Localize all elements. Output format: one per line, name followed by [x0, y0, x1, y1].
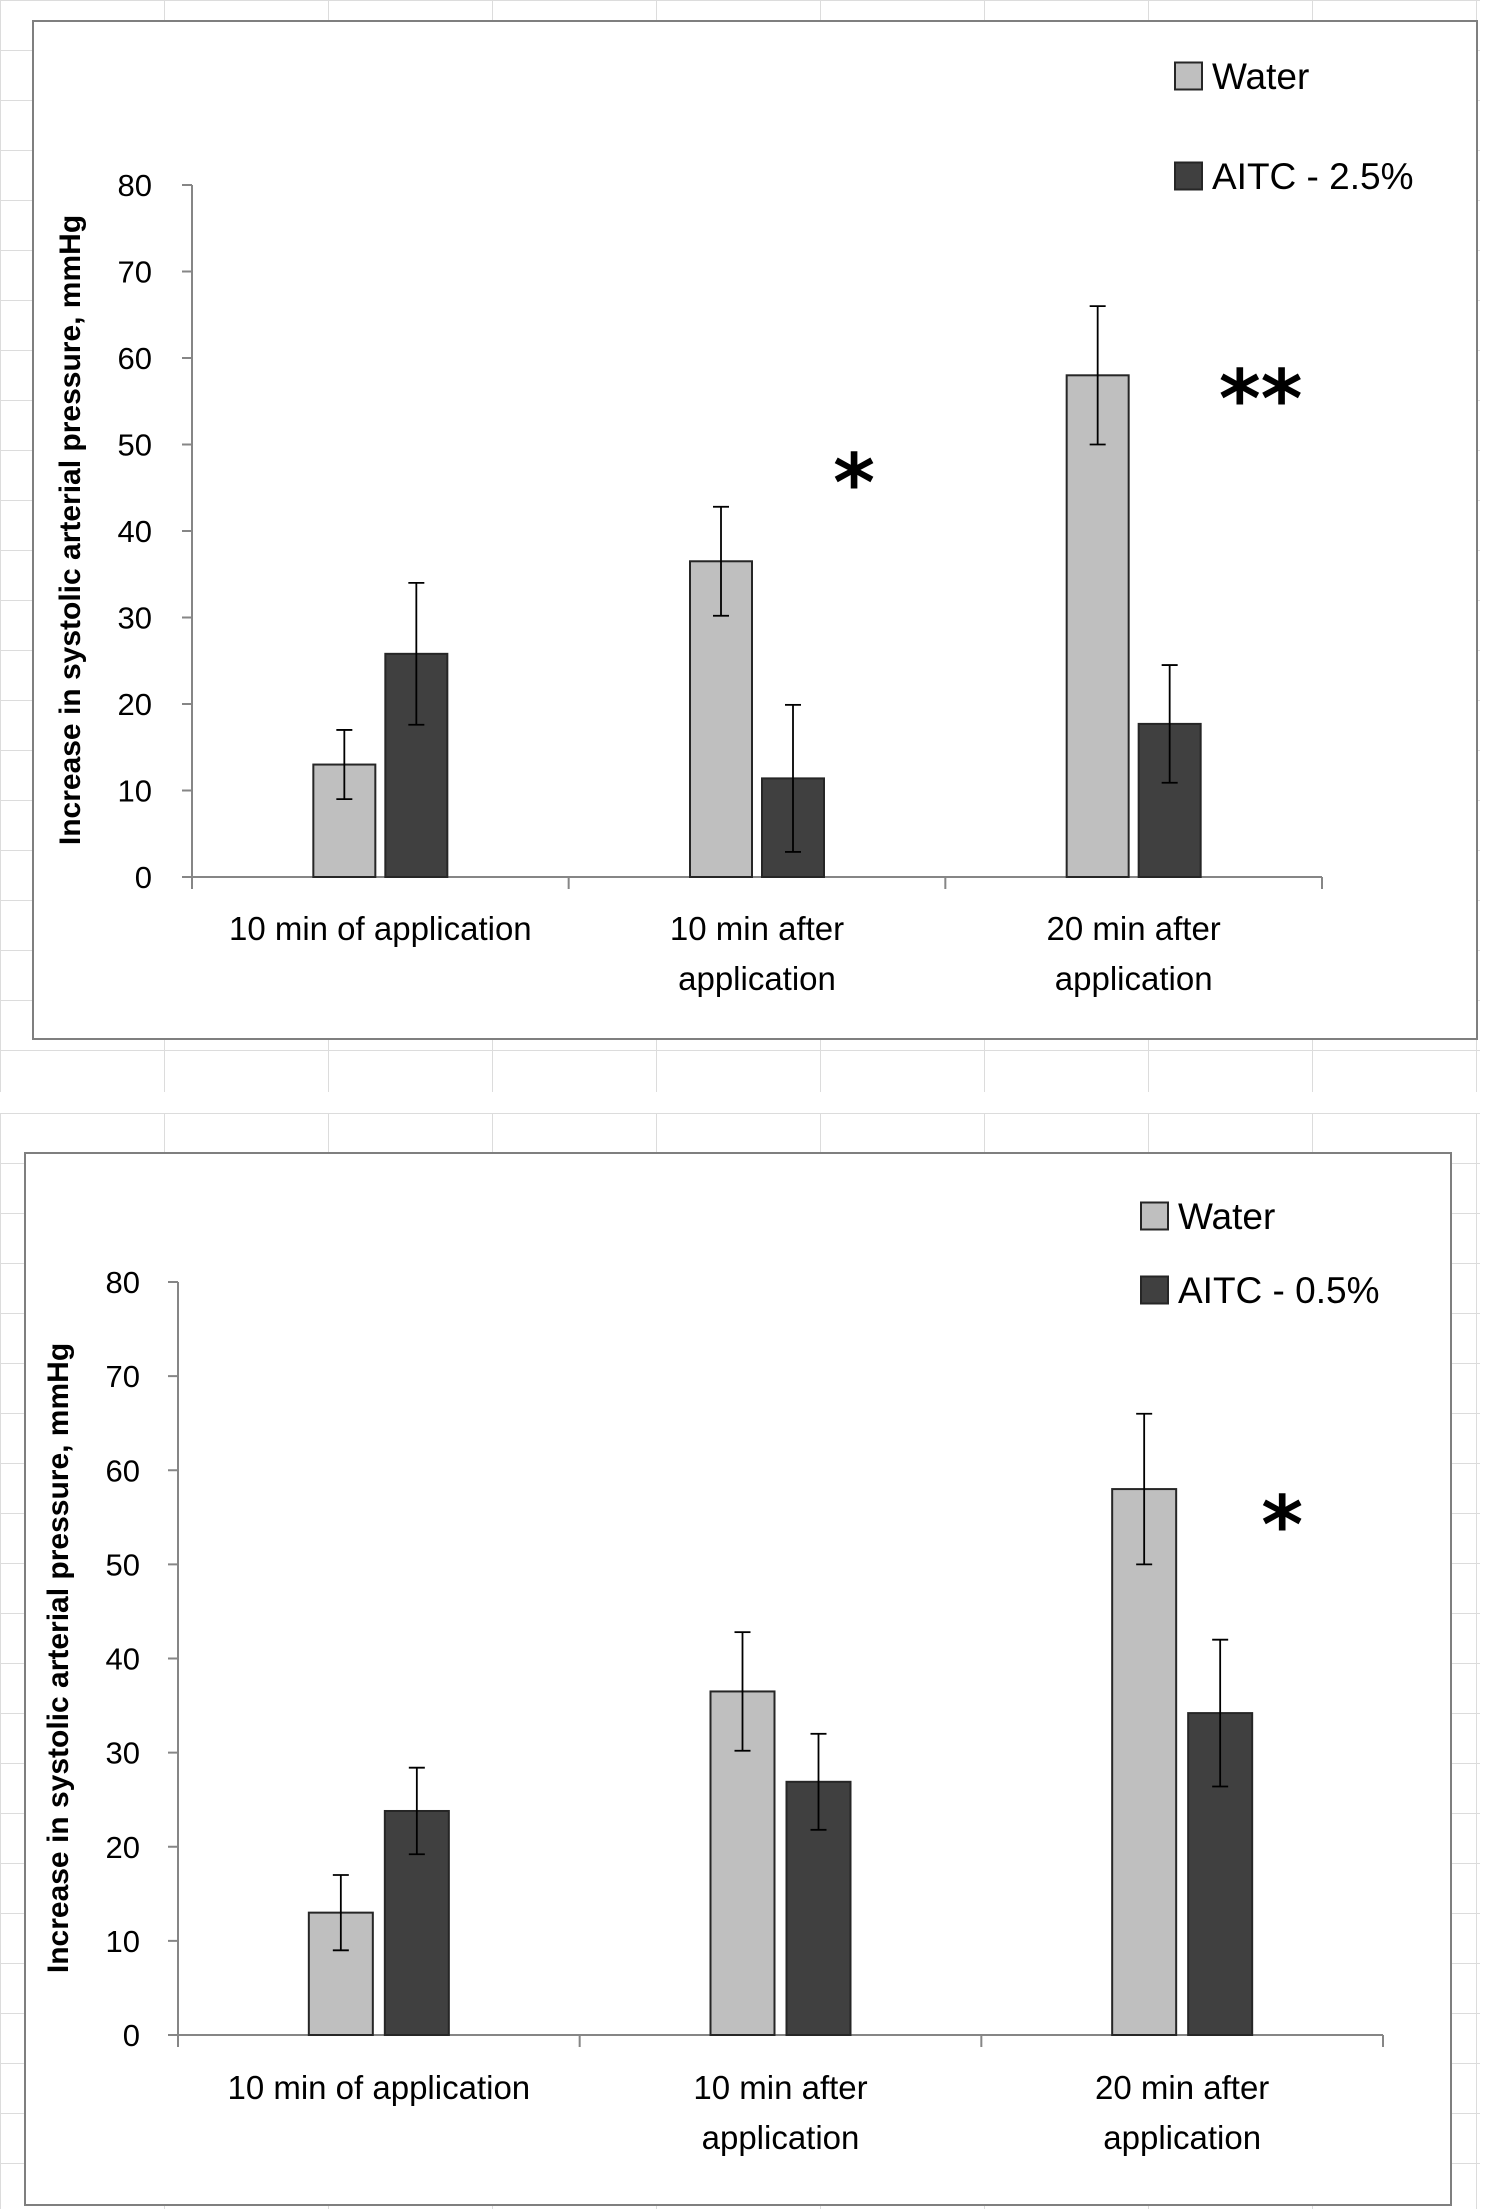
legend-swatch-aitc	[1140, 1275, 1169, 1305]
y-tick-label: 10	[106, 1924, 140, 1959]
legend-swatch-aitc	[1174, 161, 1203, 191]
y-axis-title: Increase in systolic arterial pressure, …	[42, 1343, 75, 1973]
y-tick-label: 70	[106, 1359, 140, 1394]
legend-label-aitc: AITC - 0.5%	[1178, 1270, 1380, 1311]
chart-frame-aitc-2-5	[32, 20, 1478, 1040]
legend-label-water: Water	[1178, 1196, 1275, 1237]
legend-label-water: Water	[1212, 56, 1309, 97]
legend-swatch-water	[1174, 61, 1203, 91]
y-tick-label: 70	[118, 255, 152, 290]
y-tick-label: 0	[135, 860, 152, 895]
y-tick-label: 60	[118, 341, 152, 376]
y-axis-title: Increase in systolic arterial pressure, …	[54, 215, 87, 845]
y-tick-label: 30	[106, 1736, 140, 1771]
y-tick-label: 50	[106, 1547, 140, 1582]
y-tick-label: 10	[118, 774, 152, 809]
y-tick-label: 50	[118, 428, 152, 463]
x-category-label: application	[702, 2119, 860, 2156]
y-tick-label: 30	[118, 601, 152, 636]
y-tick-label: 0	[123, 2018, 140, 2053]
significance-marker: *	[833, 437, 875, 530]
y-tick-label: 40	[106, 1642, 140, 1677]
bar-water	[1065, 374, 1130, 878]
y-tick-label: 20	[106, 1830, 140, 1865]
x-category-label: application	[678, 960, 836, 997]
x-category-label: 10 min of application	[227, 2069, 530, 2106]
x-category-label: application	[1103, 2119, 1261, 2156]
significance-marker: *	[1261, 1479, 1303, 1572]
legend-label-aitc: AITC - 2.5%	[1212, 156, 1414, 197]
x-category-label: 20 min after	[1095, 2069, 1269, 2106]
y-tick-label: 20	[118, 687, 152, 722]
bar-aitc	[785, 1780, 852, 2036]
y-tick-label: 80	[118, 168, 152, 203]
x-category-label: application	[1055, 960, 1213, 997]
bar-water	[1111, 1488, 1178, 2036]
legend-swatch-water	[1140, 1201, 1169, 1231]
x-category-label: 10 min of application	[229, 910, 532, 947]
x-category-label: 20 min after	[1047, 910, 1221, 947]
y-tick-label: 80	[106, 1265, 140, 1300]
y-tick-label: 60	[106, 1453, 140, 1488]
x-category-label: 10 min after	[670, 910, 844, 947]
y-tick-label: 40	[118, 514, 152, 549]
x-category-label: 10 min after	[693, 2069, 867, 2106]
significance-marker: **	[1219, 353, 1303, 446]
